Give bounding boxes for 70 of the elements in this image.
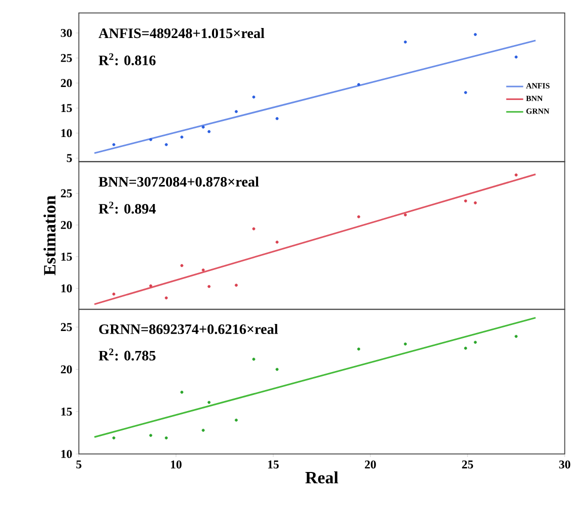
point: [276, 117, 279, 120]
x-tick-label: 5: [76, 460, 82, 468]
point: [514, 56, 518, 59]
point: [234, 284, 238, 287]
x-tick-label: 25: [462, 460, 474, 469]
point: [474, 201, 477, 204]
point: [252, 358, 256, 361]
y-tick-label: 10: [61, 129, 72, 138]
x-tick-label: 20: [364, 460, 376, 469]
point: [112, 143, 116, 146]
point: [464, 200, 468, 202]
x-tick-label: 15: [268, 460, 279, 469]
y-tick-label: 20: [60, 365, 72, 374]
point: [202, 428, 205, 432]
point: [252, 96, 256, 99]
point: [149, 434, 152, 437]
point: [180, 264, 184, 268]
point: [164, 436, 168, 440]
point: [357, 83, 360, 86]
y-tick-label: 15: [61, 252, 72, 261]
annotation: BNN=3072084+0.878×real: [98, 176, 259, 187]
point: [276, 368, 279, 371]
point: [234, 418, 238, 422]
point: [357, 215, 360, 218]
point: [404, 40, 407, 44]
point: [464, 346, 468, 350]
x-tick-label: 10: [170, 460, 182, 469]
x-tick-label: 30: [559, 460, 570, 469]
point: [208, 400, 211, 404]
point: [202, 126, 205, 129]
y-tick-label: 25: [60, 189, 72, 198]
point: [276, 240, 279, 244]
point: [474, 340, 477, 344]
point: [202, 268, 205, 272]
point: [180, 136, 184, 139]
y-tick-label: 10: [61, 284, 72, 292]
point: [208, 130, 211, 134]
point: [149, 284, 152, 288]
annotation: R$^{2}$: 0.785: [98, 348, 156, 361]
annotation: R$^{2}$: 0.816: [98, 53, 156, 66]
y-tick-label: 10: [61, 450, 72, 458]
point: [180, 390, 184, 394]
y-axis-title: Estimation: [43, 196, 56, 276]
point: [404, 342, 407, 346]
point: [208, 285, 211, 288]
y-tick-label: 25: [60, 323, 72, 332]
y-tick-label: 15: [61, 104, 72, 112]
y-tick-label: 25: [60, 54, 72, 62]
point: [164, 143, 168, 146]
x-axis-title: Real: [305, 471, 338, 484]
annotation: R$^{2}$: 0.894: [98, 202, 156, 214]
y-tick-label: 20: [60, 79, 72, 88]
y-tick-label: 20: [60, 221, 72, 230]
point: [149, 138, 152, 142]
point: [164, 296, 168, 300]
y-tick-label: 30: [60, 29, 72, 38]
point: [474, 33, 477, 36]
y-tick-label: 15: [61, 408, 72, 416]
point: [252, 227, 256, 230]
point: [514, 334, 518, 338]
point: [514, 174, 518, 177]
point: [112, 436, 116, 440]
point: [404, 213, 407, 216]
point: [357, 348, 360, 351]
point: [464, 91, 468, 94]
annotation: ANFIS=489248+1.015×real: [98, 28, 264, 38]
annotation: GRNN=8692374+0.6216×real: [99, 324, 278, 334]
point: [112, 292, 116, 296]
y-tick-label: 5: [66, 154, 72, 162]
point: [234, 110, 238, 114]
